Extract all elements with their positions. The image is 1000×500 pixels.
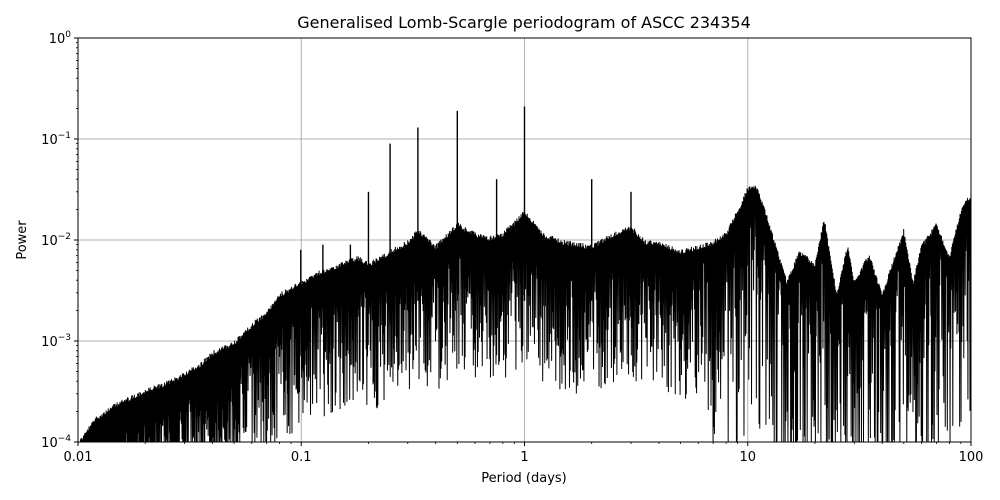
y-tick-label: 10−2 bbox=[41, 232, 71, 249]
y-tick-label: 10−1 bbox=[41, 131, 71, 148]
x-tick-label: 1 bbox=[520, 450, 528, 465]
chart-title: Generalised Lomb-Scargle periodogram of … bbox=[297, 13, 751, 32]
y-tick-label: 100 bbox=[49, 30, 72, 47]
x-axis-label: Period (days) bbox=[481, 471, 567, 486]
x-tick-label: 100 bbox=[959, 450, 984, 465]
y-tick-label: 10−3 bbox=[41, 333, 71, 350]
x-tick-label: 0.1 bbox=[291, 450, 312, 465]
axis-ticks: 0.01 0.1 1 10 100 10−4 10−3 10−2 10−1 100 bbox=[41, 30, 983, 465]
x-tick-label: 0.01 bbox=[64, 450, 93, 465]
y-axis-label: Power bbox=[15, 220, 30, 260]
data-series bbox=[78, 106, 972, 443]
y-tick-label: 10−4 bbox=[41, 434, 71, 451]
x-tick-label: 10 bbox=[739, 450, 756, 465]
